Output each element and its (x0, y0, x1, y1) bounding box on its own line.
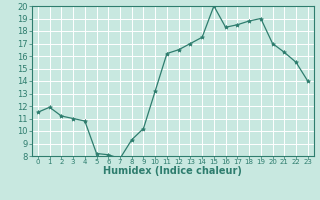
X-axis label: Humidex (Indice chaleur): Humidex (Indice chaleur) (103, 166, 242, 176)
